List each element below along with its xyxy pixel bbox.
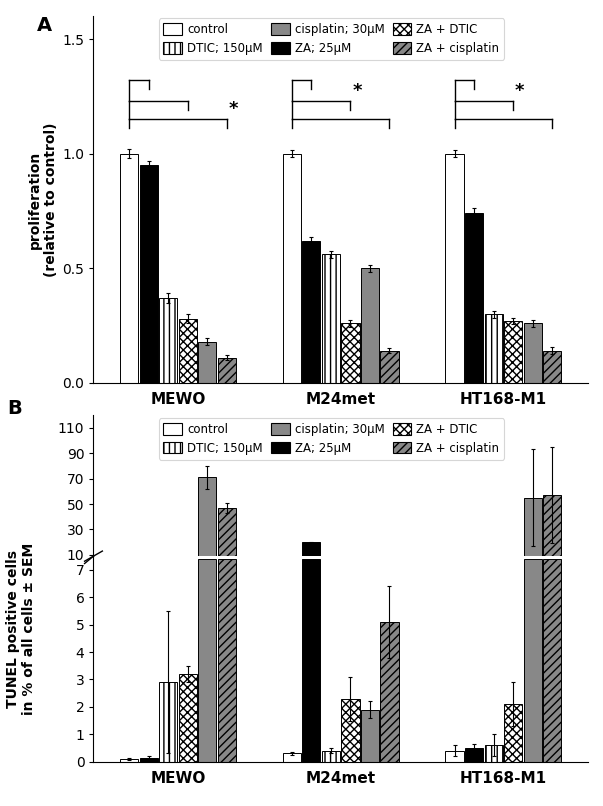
Bar bbox=[322, 750, 340, 762]
Bar bbox=[341, 699, 359, 762]
Bar bbox=[465, 748, 483, 762]
Bar bbox=[140, 758, 158, 762]
Legend: control, DTIC; 150μM, cisplatin; 30μM, ZA; 25μM, ZA + DTIC, ZA + cisplatin: control, DTIC; 150μM, cisplatin; 30μM, Z… bbox=[159, 19, 504, 60]
Bar bbox=[302, 241, 320, 383]
Bar bbox=[198, 342, 216, 383]
Bar bbox=[543, 559, 561, 762]
Bar bbox=[361, 709, 379, 762]
Bar bbox=[504, 321, 522, 383]
Bar bbox=[302, 542, 320, 567]
Text: *: * bbox=[515, 81, 525, 100]
Bar bbox=[543, 495, 561, 567]
Text: TUNEL positive cells
in % of all cells ± SEM: TUNEL positive cells in % of all cells ±… bbox=[6, 542, 36, 715]
Bar bbox=[446, 750, 464, 762]
Bar bbox=[523, 559, 541, 762]
Bar bbox=[361, 268, 379, 383]
Bar bbox=[198, 559, 216, 762]
Bar bbox=[159, 298, 177, 383]
Bar bbox=[322, 255, 340, 383]
Bar bbox=[283, 754, 301, 762]
Bar bbox=[341, 323, 359, 383]
Bar bbox=[504, 704, 522, 762]
Text: *: * bbox=[229, 100, 238, 118]
Bar bbox=[485, 746, 503, 762]
Bar bbox=[178, 674, 197, 762]
Text: B: B bbox=[7, 399, 22, 418]
Bar bbox=[523, 323, 541, 383]
Bar bbox=[140, 165, 158, 383]
Bar bbox=[283, 154, 301, 383]
Bar bbox=[380, 622, 399, 762]
Bar bbox=[120, 154, 138, 383]
Bar bbox=[465, 214, 483, 383]
Bar bbox=[218, 508, 236, 567]
Bar bbox=[159, 682, 177, 762]
Bar bbox=[302, 559, 320, 762]
Bar bbox=[380, 351, 399, 383]
Bar bbox=[198, 477, 216, 567]
Bar bbox=[543, 351, 561, 383]
Bar bbox=[523, 497, 541, 567]
Bar bbox=[218, 358, 236, 383]
Text: A: A bbox=[37, 16, 52, 35]
Y-axis label: proliferation
(relative to control): proliferation (relative to control) bbox=[28, 123, 58, 276]
Legend: control, DTIC; 150μM, cisplatin; 30μM, ZA; 25μM, ZA + DTIC, ZA + cisplatin: control, DTIC; 150μM, cisplatin; 30μM, Z… bbox=[159, 418, 504, 459]
Text: *: * bbox=[352, 81, 362, 100]
Bar bbox=[120, 759, 138, 762]
Bar bbox=[178, 318, 197, 383]
Bar bbox=[485, 314, 503, 383]
Bar bbox=[446, 154, 464, 383]
Bar bbox=[218, 559, 236, 762]
